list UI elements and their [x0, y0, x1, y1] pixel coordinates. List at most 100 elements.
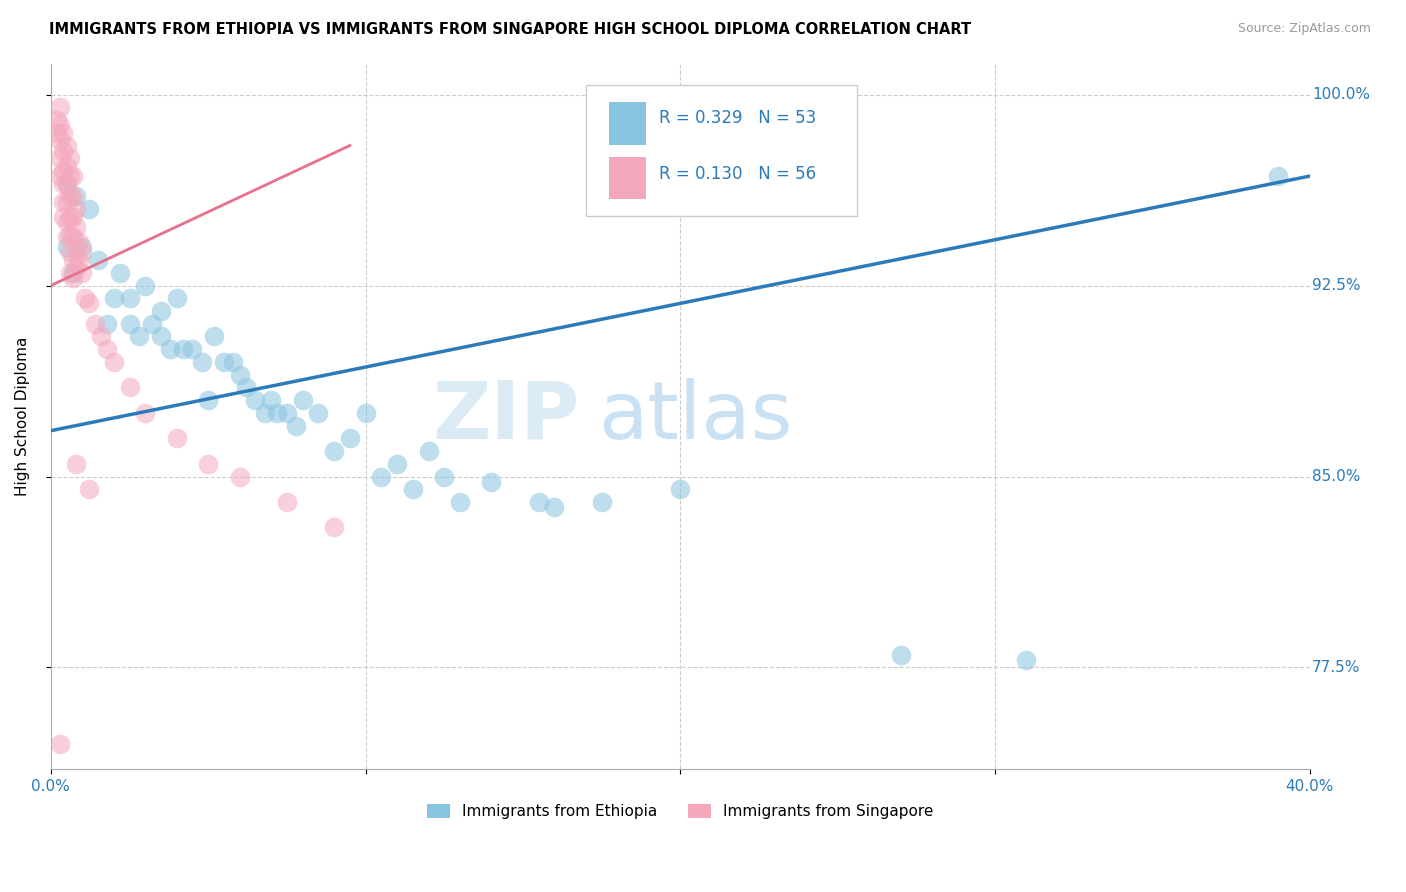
Point: [128, 329, 150, 343]
Point: [1267, 169, 1289, 183]
Point: [77, 202, 100, 217]
Point: [83, 317, 105, 331]
Point: [527, 495, 550, 509]
Point: [77, 296, 100, 310]
Point: [235, 380, 257, 394]
Point: [52, 210, 75, 224]
Point: [228, 368, 250, 382]
Point: [96, 342, 118, 356]
Point: [55, 177, 77, 191]
Point: [591, 495, 613, 509]
Point: [62, 266, 84, 280]
Point: [134, 406, 156, 420]
Point: [1015, 653, 1038, 667]
Point: [62, 271, 84, 285]
Point: [87, 253, 110, 268]
Point: [481, 475, 503, 489]
Point: [59, 227, 82, 242]
Point: [75, 291, 97, 305]
Point: [49, 151, 72, 165]
Point: [59, 151, 82, 165]
Point: [260, 393, 283, 408]
Text: atlas: atlas: [599, 377, 793, 456]
Point: [59, 210, 82, 224]
Point: [307, 406, 329, 420]
Point: [55, 215, 77, 229]
Point: [339, 431, 361, 445]
Text: R = 0.130   N = 56: R = 0.130 N = 56: [659, 165, 815, 183]
Point: [166, 431, 188, 445]
Point: [385, 457, 408, 471]
Point: [285, 418, 308, 433]
Point: [323, 444, 346, 458]
Point: [55, 240, 77, 254]
Text: 85.0%: 85.0%: [1312, 469, 1361, 484]
Text: Source: ZipAtlas.com: Source: ZipAtlas.com: [1237, 22, 1371, 36]
Point: [55, 230, 77, 244]
Point: [46, 126, 69, 140]
Point: [354, 406, 377, 420]
Point: [141, 317, 163, 331]
Point: [370, 469, 392, 483]
Point: [90, 329, 112, 343]
Point: [65, 189, 87, 203]
Point: [52, 177, 75, 191]
Point: [245, 393, 267, 408]
FancyBboxPatch shape: [609, 103, 647, 145]
Point: [59, 169, 82, 183]
Point: [890, 648, 912, 662]
Point: [96, 317, 118, 331]
Text: R = 0.329   N = 53: R = 0.329 N = 53: [659, 109, 815, 127]
Point: [172, 342, 194, 356]
Point: [52, 194, 75, 209]
Point: [49, 737, 72, 751]
Point: [166, 291, 188, 305]
Point: [204, 329, 226, 343]
Point: [72, 245, 94, 260]
Text: 77.5%: 77.5%: [1312, 660, 1361, 675]
Point: [65, 219, 87, 234]
Point: [72, 240, 94, 254]
Point: [118, 380, 141, 394]
Point: [49, 133, 72, 147]
Point: [65, 240, 87, 254]
Point: [212, 355, 235, 369]
FancyBboxPatch shape: [609, 157, 647, 199]
Point: [55, 194, 77, 209]
Point: [55, 159, 77, 173]
Point: [103, 291, 125, 305]
Text: ZIP: ZIP: [432, 377, 579, 456]
Point: [62, 210, 84, 224]
Point: [65, 202, 87, 217]
Point: [134, 278, 156, 293]
Point: [49, 169, 72, 183]
Point: [62, 253, 84, 268]
Point: [149, 329, 172, 343]
Point: [72, 266, 94, 280]
Point: [55, 177, 77, 191]
Point: [402, 482, 425, 496]
Point: [276, 406, 298, 420]
Legend: Immigrants from Ethiopia, Immigrants from Singapore: Immigrants from Ethiopia, Immigrants fro…: [420, 797, 939, 825]
Point: [181, 342, 204, 356]
Point: [253, 406, 276, 420]
Point: [108, 266, 131, 280]
Point: [52, 126, 75, 140]
Point: [65, 457, 87, 471]
Point: [118, 291, 141, 305]
Text: 92.5%: 92.5%: [1312, 278, 1361, 293]
Point: [67, 235, 90, 250]
Point: [669, 482, 692, 496]
Point: [49, 118, 72, 132]
Point: [65, 260, 87, 275]
Point: [543, 500, 565, 514]
Point: [59, 245, 82, 260]
Point: [149, 304, 172, 318]
Point: [266, 406, 288, 420]
Point: [49, 100, 72, 114]
Point: [433, 469, 456, 483]
Point: [323, 520, 346, 534]
Point: [62, 169, 84, 183]
Point: [59, 266, 82, 280]
Point: [191, 355, 214, 369]
